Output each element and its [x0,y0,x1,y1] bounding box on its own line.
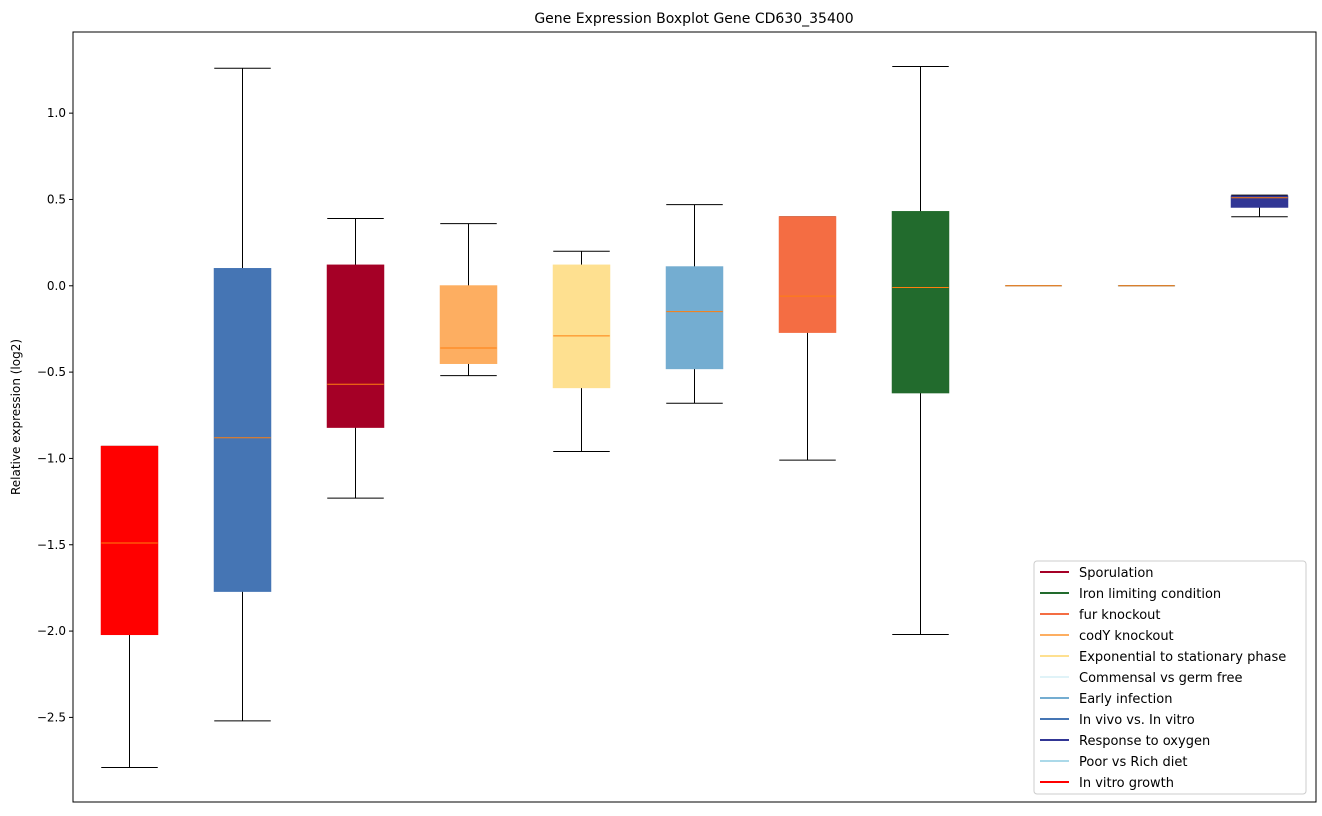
box-iron-limiting-condition [892,67,949,635]
box-cody-knockout [440,224,497,376]
box-body [892,212,949,393]
box-body [327,265,384,427]
legend-label: Commensal vs germ free [1079,671,1242,686]
box-early-infection [666,205,723,404]
y-tick-label: 0.5 [47,192,66,206]
box-body [779,217,836,333]
legend-label: In vivo vs. In vitro [1079,713,1195,728]
legend-label: Response to oxygen [1079,734,1210,749]
legend-label: Poor vs Rich diet [1079,755,1187,770]
y-tick-label: −1.5 [37,538,66,552]
y-tick-label: 0.0 [47,279,66,293]
y-axis-label: Relative expression (log2) [9,339,23,495]
box-body [666,267,723,369]
legend-label: codY knockout [1079,629,1174,644]
box-in-vivo-vs-in-vitro [214,68,271,721]
box-response-to-oxygen [1231,195,1288,217]
y-tick-label: −1.0 [37,451,66,465]
legend-label: Sporulation [1079,566,1154,581]
legend: Sporulation Iron limiting condition fur kn… [1034,561,1306,794]
box-body [214,269,271,592]
y-tick-label: −2.5 [37,710,66,724]
legend-label: In vitro growth [1079,776,1174,791]
legend-label: Exponential to stationary phase [1079,650,1286,665]
legend-label: Iron limiting condition [1079,587,1221,602]
box-in-vitro-growth [101,446,158,767]
box-body [101,446,158,634]
legend-label: fur knockout [1079,608,1161,623]
y-tick-label: −2.0 [37,624,66,638]
box-body [553,265,610,388]
chart-title: Gene Expression Boxplot Gene CD630_35400 [534,11,853,27]
box-sporulation [327,218,384,498]
box-body [440,286,497,364]
y-tick-label: 1.0 [47,106,66,120]
y-tick-label: −0.5 [37,365,66,379]
legend-label: Early infection [1079,692,1172,707]
y-axis-ticks: −2.5 −2.0 −1.5 −1.0 −0.5 0.0 0.5 1.0 [37,106,73,724]
box-fur-knockout [779,217,836,460]
box-exponential-to-stationary-phase [553,251,610,451]
